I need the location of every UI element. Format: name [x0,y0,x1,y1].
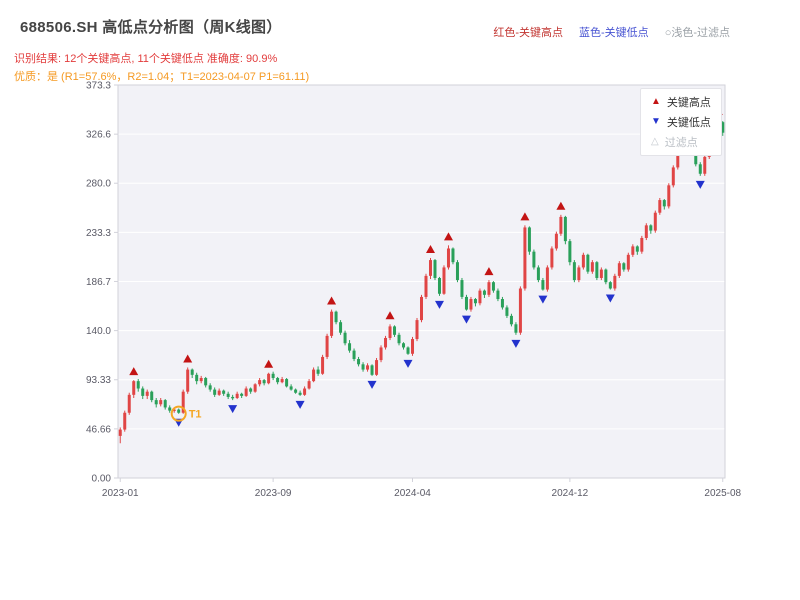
legend-item-key-high[interactable]: ▲ 关键高点 [651,94,711,110]
legend-red-key-high-label: 红色-关键高点 [493,27,564,39]
svg-text:2023-01: 2023-01 [102,488,139,499]
svg-text:140.0: 140.0 [86,326,111,337]
legend-item-label: 过滤点 [664,137,698,149]
legend-item-label: 关键低点 [666,117,711,129]
svg-text:0.00: 0.00 [92,474,112,485]
svg-text:233.3: 233.3 [86,228,111,239]
page-title: 688506.SH 高低点分析图（周K线图） [20,19,282,36]
triangle-outline-icon: △ [651,136,659,147]
svg-text:2023-09: 2023-09 [255,488,292,499]
t1-marker: T1 [170,405,202,422]
svg-text:280.0: 280.0 [86,179,111,190]
quality-summary-text: 优质：是 (R1=57.6%，R2=1.04；T1=2023-04-07 P1=… [14,71,310,83]
svg-text:2024-12: 2024-12 [552,488,589,499]
legend-light-filtered-label: ○浅色-过滤点 [664,27,730,39]
triangle-down-icon: ▼ [651,116,661,127]
recognition-result-text: 识别结果: 12个关键高点, 11个关键低点 准确度: 90.9% [14,53,278,65]
triangle-up-icon: ▲ [651,96,661,107]
x-axis-labels: 2023-01 2023-09 2024-04 2024-12 2025-08 [102,478,742,499]
svg-text:2024-04: 2024-04 [394,488,431,499]
svg-text:186.7: 186.7 [86,277,111,288]
legend-item-key-low[interactable]: ▼ 关键低点 [651,114,711,130]
svg-text:93.33: 93.33 [86,375,111,386]
legend-item-label: 关键高点 [666,97,711,109]
svg-text:46.66: 46.66 [86,424,111,435]
legend-blue-key-low-label: 蓝色-关键低点 [579,27,649,39]
legend-item-filtered[interactable]: △ 过滤点 [651,134,711,150]
candles-layer [118,113,725,444]
svg-text:326.6: 326.6 [86,130,111,141]
plot-legend-box: ▲ 关键高点 ▼ 关键低点 △ 过滤点 [640,88,722,156]
svg-text:T1: T1 [189,409,202,421]
color-legend: 红色-关键高点 蓝色-关键低点 ○浅色-过滤点 [493,24,730,40]
svg-text:373.3: 373.3 [86,81,111,92]
svg-text:2025-08: 2025-08 [704,488,741,499]
y-axis-labels: 0.00 46.66 93.33 140.0 186.7 233.3 280.0 326.6 3… [86,81,118,485]
